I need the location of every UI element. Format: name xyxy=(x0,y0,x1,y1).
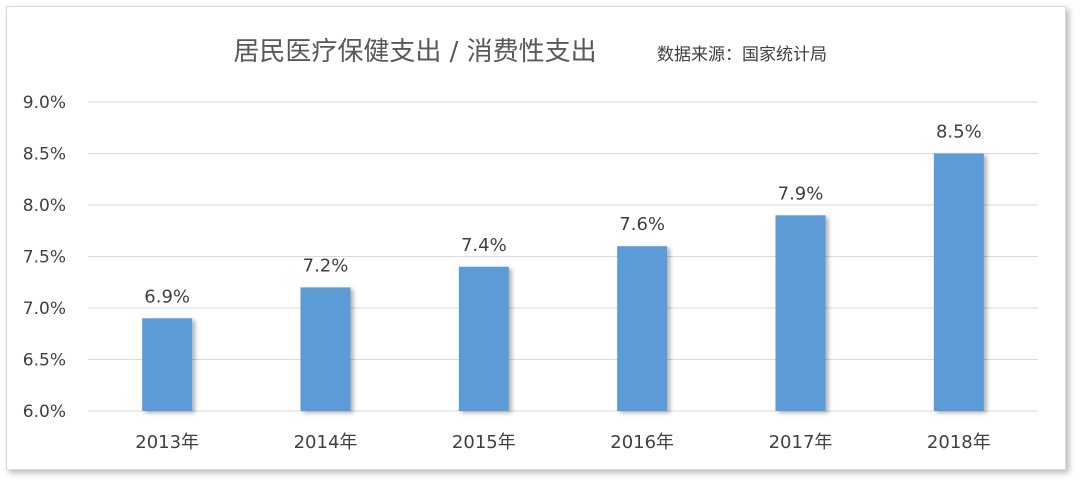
y-tick-label: 7.0% xyxy=(23,299,66,319)
data-label: 7.6% xyxy=(619,214,665,235)
bar xyxy=(458,266,509,411)
x-tick-label: 2014年 xyxy=(294,432,358,453)
y-tick-label: 6.5% xyxy=(23,351,66,371)
y-axis: 6.0% 6.5% 7.0% 7.5% 8.0% 8.5% 9.0% xyxy=(23,93,66,422)
chart-title: 居民医疗保健支出 / 消费性支出 xyxy=(233,37,596,67)
bar xyxy=(933,153,984,411)
bar xyxy=(300,287,351,411)
bar xyxy=(142,318,193,411)
bars xyxy=(142,153,984,411)
x-tick-label: 2017年 xyxy=(769,432,833,453)
bar xyxy=(617,246,668,411)
x-tick-label: 2015年 xyxy=(452,432,516,453)
data-label: 6.9% xyxy=(144,286,190,307)
bar xyxy=(775,215,826,411)
y-tick-label: 7.5% xyxy=(23,248,66,268)
y-tick-label: 8.5% xyxy=(23,145,66,165)
chart-subtitle: 数据来源：国家统计局 xyxy=(657,45,827,65)
y-tick-label: 9.0% xyxy=(23,93,66,113)
data-labels: 6.9% 7.2% 7.4% 7.6% 7.9% 8.5% xyxy=(144,122,981,308)
data-label: 7.2% xyxy=(303,255,349,276)
data-label: 7.4% xyxy=(461,235,507,256)
data-label: 8.5% xyxy=(936,122,982,143)
x-tick-label: 2018年 xyxy=(927,432,991,453)
data-label: 7.9% xyxy=(778,183,824,204)
y-tick-label: 8.0% xyxy=(23,196,66,216)
x-tick-label: 2016年 xyxy=(610,432,674,453)
gridlines xyxy=(88,101,1038,412)
x-tick-label: 2013年 xyxy=(135,432,199,453)
x-axis: 2013年 2014年 2015年 2016年 2017年 2018年 xyxy=(135,432,990,453)
y-tick-label: 6.0% xyxy=(23,402,66,422)
